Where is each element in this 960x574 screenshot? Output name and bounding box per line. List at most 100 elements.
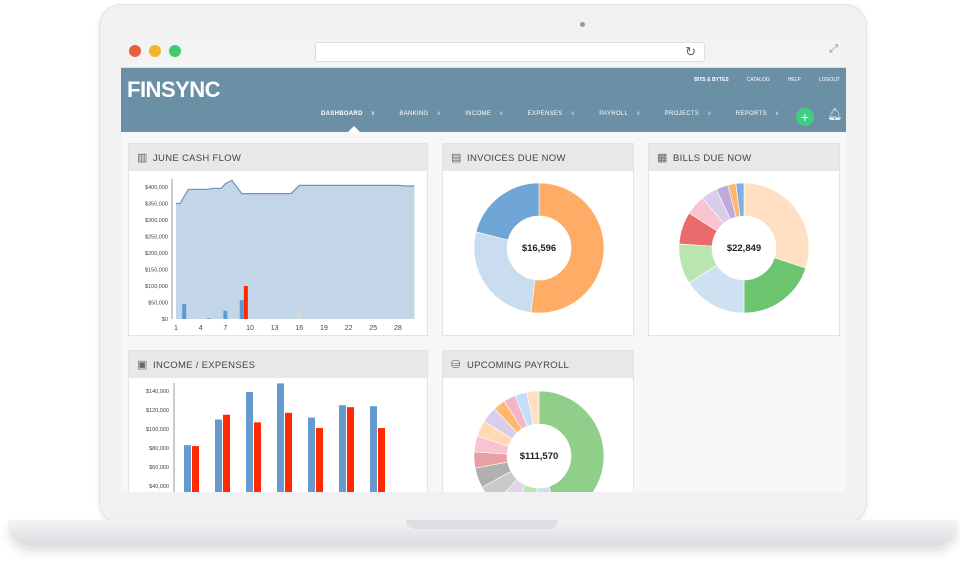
invoices-panel: ▤ INVOICES DUE NOW $16,596 — [442, 143, 634, 336]
balance-area — [176, 180, 415, 319]
address-bar[interactable]: ↻ — [315, 42, 705, 62]
chart-icon: ▥ — [137, 152, 148, 164]
bills-icon: ▦ — [657, 152, 668, 164]
donut-slice — [530, 182, 605, 314]
expense-bar — [316, 428, 323, 492]
screen: ↻ ⤢ FINSYNC BITS & BYTES CATALOG HELP LO… — [121, 33, 846, 492]
y-tick-label: $0 — [162, 317, 168, 323]
minimize-dot[interactable] — [149, 45, 161, 57]
x-tick-label: 28 — [394, 325, 402, 332]
nav-expenses[interactable]: EXPENSES ∨ — [527, 111, 576, 117]
bell-icon[interactable]: 🔔︎ — [827, 107, 843, 121]
nav-projects[interactable]: PROJECTS ∨ — [664, 111, 712, 117]
bills-panel: ▦ BILLS DUE NOW $22,849 — [648, 143, 840, 336]
income-bar — [246, 391, 253, 492]
grid-icon: ▣ — [137, 359, 148, 371]
income-bar — [184, 445, 191, 492]
donut-center-label: $22,849 — [727, 243, 761, 254]
y-tick-label: $200,000 — [145, 251, 168, 257]
x-tick-label: 13 — [271, 325, 279, 332]
income-bar — [370, 406, 377, 492]
donut-slice — [743, 257, 807, 314]
donut-center-label: $16,596 — [522, 243, 556, 254]
main-nav: DASHBOARD ∨ BANKING ∨ INCOME ∨ EXPENSES ∨ PA… — [321, 110, 780, 117]
active-caret — [348, 126, 360, 132]
logout-link[interactable]: LOGOUT — [818, 77, 840, 83]
panel-title: INVOICES DUE NOW — [467, 153, 566, 164]
income-bar — [277, 383, 284, 492]
panel-title: INCOME / EXPENSES — [153, 360, 256, 371]
dashboard: ▥ JUNE CASH FLOW $0 $50,000 $100,000 $150,00… — [121, 132, 846, 492]
nav-income[interactable]: INCOME ∨ — [465, 111, 504, 117]
donut-slice — [538, 390, 605, 492]
income-expenses-panel: ▣ INCOME / EXPENSES $40,000 $60,000 $80,000… — [128, 350, 428, 492]
laptop-notch — [406, 520, 558, 529]
x-tick-label: 16 — [295, 325, 303, 332]
x-tick-label: 19 — [320, 325, 328, 332]
y-tick-label: $350,000 — [145, 202, 168, 208]
x-tick-label: 7 — [223, 325, 227, 332]
cash-bar — [182, 304, 187, 319]
income-expenses-chart: $40,000 $60,000 $80,000 $100,000 $120,000 $14… — [146, 383, 385, 492]
logo[interactable]: FINSYNC — [127, 77, 221, 102]
close-dot[interactable] — [129, 45, 141, 57]
payroll-donut[interactable]: $111,570 — [443, 378, 635, 492]
x-tick-label: 1 — [174, 325, 178, 332]
donut-slice — [743, 182, 810, 269]
nav-banking[interactable]: BANKING ∨ — [399, 111, 442, 117]
donut-slice — [475, 182, 540, 241]
x-tick-label: 10 — [246, 325, 254, 332]
nav-dashboard[interactable]: DASHBOARD ∨ — [321, 111, 376, 117]
y-tick-label: $250,000 — [145, 235, 168, 241]
y-tick-label: $400,000 — [145, 185, 168, 191]
y-tick-label: $50,000 — [148, 301, 168, 307]
y-tick-label: $120,000 — [146, 408, 169, 414]
cash-bar — [243, 286, 248, 319]
y-tick-label: $80,000 — [149, 446, 169, 452]
y-tick-label: $100,000 — [146, 427, 169, 433]
y-tick-label: $300,000 — [145, 218, 168, 224]
x-tick-label: 25 — [369, 325, 377, 332]
y-tick-label: $40,000 — [149, 484, 169, 490]
payroll-icon: ⛁ — [451, 359, 461, 371]
nav-reports[interactable]: REPORTS ∨ — [735, 111, 780, 117]
bills-donut[interactable]: $22,849 — [649, 171, 841, 337]
camera — [580, 22, 585, 27]
fullscreen-icon[interactable]: ⤢ — [829, 43, 838, 55]
x-tick-label: 22 — [345, 325, 353, 332]
reload-icon[interactable]: ↻ — [685, 44, 696, 59]
app-header: FINSYNC BITS & BYTES CATALOG HELP LOGOUT… — [121, 68, 846, 132]
catalog-link[interactable]: CATALOG — [746, 77, 770, 83]
panel-title: UPCOMING PAYROLL — [467, 360, 570, 371]
balance-line — [176, 179, 415, 205]
invoices-donut[interactable]: $16,596 — [443, 171, 635, 337]
panel-title: JUNE CASH FLOW — [153, 153, 242, 164]
y-tick-label: $140,000 — [146, 389, 169, 395]
expense-bar — [347, 407, 354, 492]
expense-bar — [254, 422, 261, 492]
add-button[interactable]: + — [796, 108, 814, 126]
cash-bar — [206, 318, 211, 319]
invoice-icon: ▤ — [451, 152, 462, 164]
cash-flow-panel: ▥ JUNE CASH FLOW $0 $50,000 $100,000 $150,00… — [128, 143, 428, 336]
expense-bar — [285, 412, 292, 492]
donut-center-label: $111,570 — [520, 451, 559, 462]
income-bar — [215, 419, 222, 492]
cash-bar — [297, 310, 302, 319]
donut-slice — [735, 182, 745, 217]
nav-payroll[interactable]: PAYROLL ∨ — [599, 111, 641, 117]
expense-bar — [378, 428, 385, 492]
panel-title: BILLS DUE NOW — [673, 153, 752, 164]
y-tick-label: $150,000 — [145, 268, 168, 274]
help-link[interactable]: HELP — [787, 77, 801, 83]
browser-chrome: ↻ ⤢ — [121, 33, 846, 68]
cash-bar — [223, 310, 228, 319]
donut-slice — [473, 231, 536, 313]
account-menu[interactable]: BITS & BYTES — [694, 77, 729, 83]
maximize-dot[interactable] — [169, 45, 181, 57]
cash-flow-chart: $0 $50,000 $100,000 $150,000 $200,000 $250,00… — [145, 179, 415, 332]
donut-slice — [526, 390, 540, 425]
expense-bar — [192, 446, 199, 492]
payroll-panel: ⛁ UPCOMING PAYROLL $111,570 — [442, 350, 634, 492]
cash-bar — [239, 300, 244, 319]
